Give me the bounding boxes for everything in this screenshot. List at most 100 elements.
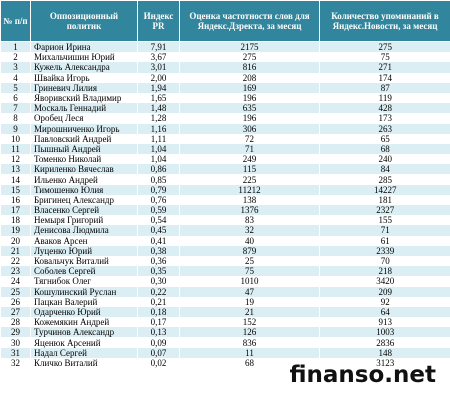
table-cell: 285 bbox=[319, 174, 450, 185]
table-cell: 3,01 bbox=[137, 62, 180, 73]
table-cell: 208 bbox=[179, 72, 320, 83]
table-row: 6 Яворивский Владимир 1,65 196 119 bbox=[0, 92, 450, 104]
table-cell: 19 bbox=[0, 225, 31, 236]
table-row: 10 Павловский Андрей 1,11 72 65 bbox=[0, 133, 450, 144]
table-cell: Михальчишин Юрий bbox=[30, 52, 138, 63]
table-row: 23 Соболев Сергей 0,35 75 218 bbox=[0, 266, 450, 277]
table-row: 8 Оробец Леся 1,28 196 173 bbox=[0, 113, 450, 124]
table-cell: 65 bbox=[319, 133, 450, 144]
header-cell: № п/п bbox=[0, 0, 31, 42]
table-body: 1 Фарион Ирина 7,91 2175 275 2 Михальчишин Юри… bbox=[0, 41, 450, 368]
table-cell: 87 bbox=[319, 82, 450, 93]
table-cell: 61 bbox=[319, 235, 450, 246]
table-cell: 32 bbox=[179, 225, 320, 236]
table-row: 26 Пацкан Валерий 0,21 19 92 bbox=[0, 296, 450, 307]
table-cell: 26 bbox=[0, 296, 31, 307]
table-row: 9 Мирошниченко Игорь 1,16 306 263 bbox=[0, 123, 450, 134]
table-cell: 0,76 bbox=[137, 194, 180, 205]
table-row: 20 Аваков Арсен 0,41 40 61 bbox=[0, 235, 450, 246]
table-cell: 14227 bbox=[319, 184, 450, 195]
table-cell: Власенко Сергей bbox=[30, 205, 138, 216]
table-cell: 2,00 bbox=[137, 72, 180, 83]
table-cell: 11 bbox=[179, 347, 320, 358]
table-cell: 64 bbox=[319, 306, 450, 318]
table-row: 14 Ильенко Андрей 0,85 225 285 bbox=[0, 174, 450, 185]
table-cell: 209 bbox=[319, 286, 450, 297]
table-cell: 27 bbox=[0, 306, 31, 318]
table-cell: 13 bbox=[0, 164, 31, 175]
table-cell: 18 bbox=[0, 215, 31, 226]
table-row: 1 Фарион Ирина 7,91 2175 275 bbox=[0, 41, 450, 53]
table-row: 16 Бригинец Александр 0,76 138 181 bbox=[0, 194, 450, 205]
table-row: 25 Кошулинский Руслан 0,22 47 209 bbox=[0, 286, 450, 297]
table-cell: Бригинец Александр bbox=[30, 194, 138, 205]
table-row: 19 Денисова Людмила 0,45 32 71 bbox=[0, 225, 450, 236]
table-cell: 115 bbox=[179, 164, 320, 175]
table-cell: 879 bbox=[179, 245, 320, 256]
pr-table: № п/п Оппозиционный политик Индекс PR Оценк… bbox=[0, 0, 450, 368]
table-cell: Тимошенко Юлия bbox=[30, 184, 138, 195]
table-cell: 181 bbox=[319, 194, 450, 205]
table-cell: Пацкан Валерий bbox=[30, 296, 138, 307]
table-cell: 225 bbox=[179, 174, 320, 185]
table-cell: 1,04 bbox=[137, 154, 180, 165]
table-row: 29 Турчинов Александр 0,13 126 1003 bbox=[0, 327, 450, 338]
watermark: finanso.net bbox=[289, 362, 436, 388]
table-cell: 155 bbox=[319, 215, 450, 226]
table-row: 21 Луценко Юрий 0,38 879 2339 bbox=[0, 245, 450, 256]
table-cell: Кужель Александра bbox=[30, 62, 138, 73]
table-cell: 816 bbox=[179, 62, 320, 73]
table-cell: 0,07 bbox=[137, 347, 180, 358]
table-cell: 138 bbox=[179, 194, 320, 205]
table-row: 30 Яценюк Арсений 0,09 836 2836 bbox=[0, 337, 450, 348]
table-row: 27 Одарченко Юрий 0,18 21 64 bbox=[0, 306, 450, 318]
table-cell: 271 bbox=[319, 62, 450, 73]
table-cell: 3123 bbox=[319, 357, 450, 368]
table-row: 18 Немыря Григорий 0,54 83 155 bbox=[0, 215, 450, 226]
table-cell: 1376 bbox=[179, 205, 320, 216]
table-cell: 836 bbox=[179, 337, 320, 348]
table-cell: 2836 bbox=[319, 337, 450, 348]
table-cell: 70 bbox=[319, 255, 450, 267]
table-cell: 2339 bbox=[319, 245, 450, 256]
table-cell: 1010 bbox=[179, 276, 320, 287]
table-cell: 1,65 bbox=[137, 92, 180, 104]
table-cell: 1,28 bbox=[137, 113, 180, 124]
table-cell: 40 bbox=[179, 235, 320, 246]
table-cell: 0,02 bbox=[137, 357, 180, 368]
table-row: 32 Кличко Виталий 0,02 68 3123 bbox=[0, 357, 450, 368]
table-cell: 1 bbox=[0, 41, 31, 53]
table-cell: Надал Сергей bbox=[30, 347, 138, 358]
table-cell: Швайка Игорь bbox=[30, 72, 138, 83]
table-cell: 12 bbox=[0, 154, 31, 165]
table-cell: 23 bbox=[0, 266, 31, 277]
table-cell: 126 bbox=[179, 327, 320, 338]
table-row: 28 Кожемякин Андрей 0,17 152 913 bbox=[0, 317, 450, 328]
header-cell: Оценка частотности слов для Яндекс.Дзрек… bbox=[179, 0, 320, 42]
table-cell: 92 bbox=[319, 296, 450, 307]
table-cell: 2175 bbox=[179, 41, 320, 53]
table-cell: Ильенко Андрей bbox=[30, 174, 138, 185]
table-cell: 0,13 bbox=[137, 327, 180, 338]
table-cell: 32 bbox=[0, 357, 31, 368]
table-cell: 11 bbox=[0, 143, 31, 155]
table-cell: 119 bbox=[319, 92, 450, 104]
table-cell: 1,94 bbox=[137, 82, 180, 93]
table-cell: 31 bbox=[0, 347, 31, 358]
table-cell: Пышный Андрей bbox=[30, 143, 138, 155]
table-cell: 11212 bbox=[179, 184, 320, 195]
header-row: № п/п Оппозиционный политик Индекс PR Оценк… bbox=[0, 0, 450, 42]
table-cell: 15 bbox=[0, 184, 31, 195]
table-cell: Оробец Леся bbox=[30, 113, 138, 124]
table-cell: 20 bbox=[0, 235, 31, 246]
table-cell: Яценюк Арсений bbox=[30, 337, 138, 348]
table-cell: 25 bbox=[179, 255, 320, 267]
table-cell: Соболев Сергей bbox=[30, 266, 138, 277]
table-cell: Луценко Юрий bbox=[30, 245, 138, 256]
table-cell: 240 bbox=[319, 154, 450, 165]
table-cell: 196 bbox=[179, 113, 320, 124]
table-cell: 0,85 bbox=[137, 174, 180, 185]
table-cell: Гриневич Лилия bbox=[30, 82, 138, 93]
table-cell: Кириленко Вячеслав bbox=[30, 164, 138, 175]
